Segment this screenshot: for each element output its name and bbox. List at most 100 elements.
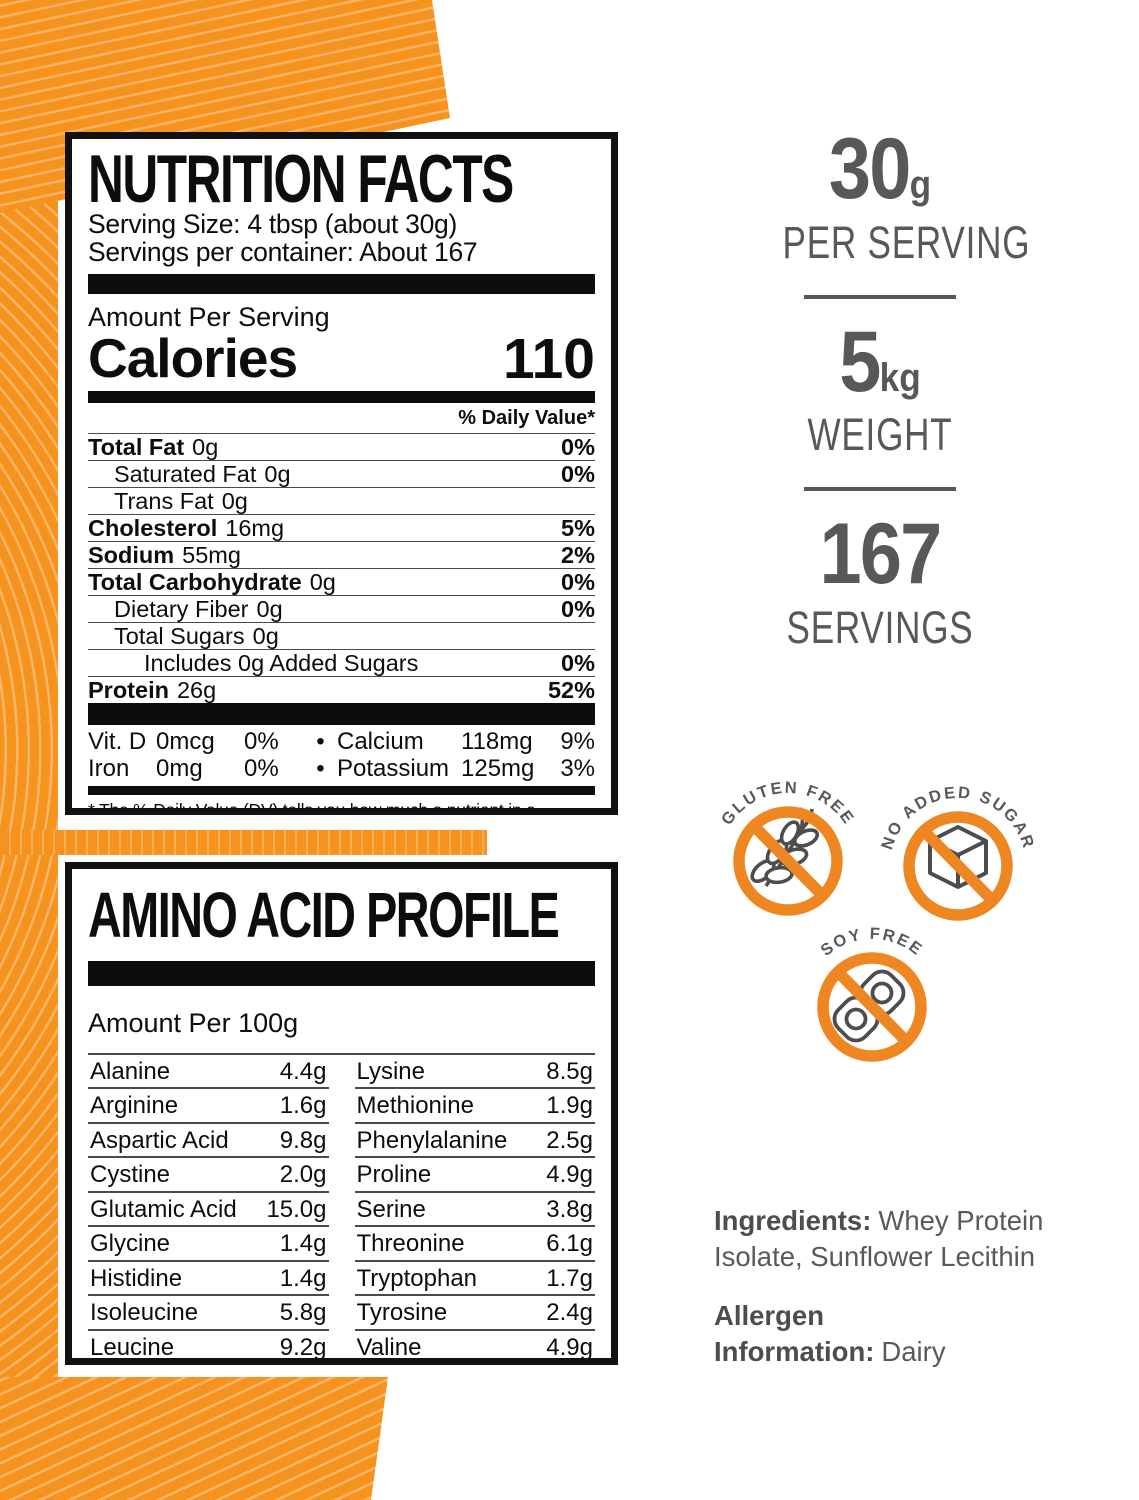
servings-per-container-label: Servings per container: — [88, 237, 354, 268]
nutrient-row: Includes 0g Added Sugars 0% — [88, 649, 595, 676]
allergen-label: Allergen Information: — [714, 1299, 875, 1367]
nutrient-row: Total Sugars 0g — [88, 622, 595, 649]
nutrient-dv: 0% — [561, 461, 595, 488]
micro-amount: 0mg — [156, 755, 203, 783]
amino-value: 1.4g — [279, 1230, 327, 1258]
micro-name: Calcium — [337, 728, 424, 756]
amino-name: Histidine — [90, 1264, 183, 1292]
micro-dv: 0% — [244, 755, 279, 783]
prohibited-slash — [829, 963, 915, 1050]
stat-label: WEIGHT — [807, 409, 953, 461]
stat-number: 167 — [819, 506, 943, 603]
amino-value: 3.8g — [546, 1195, 593, 1223]
amino-name: Glycine — [90, 1230, 171, 1258]
amino-name: Threonine — [356, 1230, 465, 1258]
nutrition-facts-panel: NUTRITION FACTS Serving Size: 4 tbsp (ab… — [65, 132, 618, 815]
nutrient-amount: 16mg — [225, 515, 285, 542]
amino-row: Tyrosine 2.4g — [354, 1296, 595, 1331]
amino-name: Serine — [356, 1195, 426, 1223]
amino-value: 1.9g — [546, 1092, 593, 1120]
orange-middle-band — [0, 830, 487, 855]
nutrient-dv: 0% — [561, 569, 595, 596]
calories-label: Calories — [88, 327, 298, 390]
amino-value: 15.0g — [266, 1195, 327, 1223]
soy-free-badge: SOY FREE — [817, 925, 927, 1062]
stat-label: PER SERVING — [782, 216, 1031, 268]
nutrient-dv: 0% — [561, 434, 595, 461]
amino-value: 2.0g — [279, 1161, 327, 1189]
amino-row: Serine 3.8g — [354, 1193, 595, 1228]
divider-bar — [88, 960, 595, 986]
nutrient-row: Dietary Fiber 0g 0% — [88, 595, 595, 622]
stat-divider — [804, 294, 956, 299]
daily-value-note: % Daily Value* — [458, 407, 595, 430]
amino-row: Aspartic Acid 9.8g — [88, 1124, 329, 1159]
ingredients-block: Ingredients: Whey Protein Isolate, Sunflo… — [714, 1203, 1059, 1392]
amino-row: Threonine 6.1g — [354, 1227, 595, 1262]
serving-size-label: Serving Size: — [88, 208, 241, 239]
ingredients-label: Ingredients: — [714, 1205, 872, 1236]
amino-name: Valine — [356, 1333, 422, 1361]
stat-per-serving: 30g PER SERVING — [755, 126, 1031, 268]
ingredients-value: Whey Protein Isolate, Sunflower Lecithin — [714, 1205, 1044, 1273]
amino-row: Histidine 1.4g — [88, 1262, 329, 1297]
amino-acid-panel: AMINO ACID PROFILE Amount Per 100g Alani… — [65, 862, 618, 1365]
amino-row: Methionine 1.9g — [354, 1089, 595, 1124]
amino-value: 2.5g — [546, 1126, 593, 1154]
nutrient-amount: 0g — [252, 623, 279, 650]
stat-weight: 5kg WEIGHT — [755, 319, 1005, 461]
amino-name: Methionine — [356, 1092, 474, 1120]
micronutrients: Vit. D 0mcg 0% • Calcium 118mg 9% Iron 0… — [88, 725, 595, 784]
amino-row: Arginine 1.6g — [88, 1089, 329, 1124]
nutrient-amount: 0g — [256, 596, 283, 623]
amino-value: 9.8g — [279, 1126, 327, 1154]
amino-value: 4.9g — [546, 1333, 593, 1361]
amino-row: Lysine 8.5g — [354, 1055, 595, 1090]
divider-bar — [88, 703, 595, 726]
allergen-line: Allergen Information: Dairy — [714, 1298, 1059, 1371]
prohibited-slash — [915, 822, 1001, 909]
amount-per-100g-label: Amount Per 100g — [88, 1007, 299, 1038]
nutrient-name: Trans Fat — [114, 488, 214, 515]
amino-column-left: Alanine 4.4g Arginine 1.6g Aspartic Acid 9.… — [88, 1055, 329, 1361]
badge-arc-text: GLUTEN FREE — [718, 779, 858, 829]
ingredients-line: Ingredients: Whey Protein Isolate, Sunflo… — [714, 1203, 1059, 1276]
nutrient-row: Total Fat 0g 0% — [88, 433, 595, 460]
stat-unit: kg — [879, 355, 921, 400]
serving-size-value: 4 tbsp (about 30g) — [247, 208, 458, 239]
amino-acid-table: Alanine 4.4g Arginine 1.6g Aspartic Acid 9.… — [88, 1055, 595, 1361]
micro-name: Iron — [88, 755, 130, 783]
amino-name: Proline — [356, 1161, 432, 1189]
amino-name: Glutamic Acid — [90, 1195, 237, 1223]
divider-bar — [88, 786, 595, 796]
nutrient-name: Cholesterol — [88, 515, 218, 542]
amino-name: Tyrosine — [356, 1299, 448, 1327]
nutrient-name: Includes 0g Added Sugars — [144, 650, 419, 677]
stat-number: 5 — [839, 313, 881, 410]
amino-row: Proline 4.9g — [354, 1158, 595, 1193]
amino-name: Cystine — [90, 1161, 171, 1189]
gluten-free-badge: GLUTEN FREE — [718, 779, 858, 916]
calories-row: Calories 110 — [88, 327, 595, 390]
amino-name: Leucine — [90, 1333, 175, 1361]
amino-row: Phenylalanine 2.5g — [354, 1124, 595, 1159]
nutrient-name: Protein — [88, 677, 169, 704]
amino-value: 2.4g — [546, 1299, 593, 1327]
nutrient-name: Total Fat — [88, 434, 185, 461]
amino-value: 4.9g — [546, 1161, 593, 1189]
micro-name: Vit. D — [88, 728, 147, 756]
nutrient-amount: 0g — [264, 461, 291, 488]
prohibited-ring — [733, 806, 843, 916]
nutrition-facts-title: NUTRITION FACTS — [88, 141, 514, 217]
orange-bottom-shape — [0, 1377, 388, 1500]
nutrient-name: Saturated Fat — [114, 461, 257, 488]
amino-value: 1.6g — [279, 1092, 327, 1120]
prohibited-slash — [745, 817, 831, 904]
micro-dv: 3% — [560, 755, 595, 783]
nutrient-amount: 55mg — [182, 542, 241, 569]
nutrient-amount: 0g — [192, 434, 219, 461]
servings-per-container-value: About 167 — [359, 237, 478, 268]
amino-value: 8.5g — [546, 1057, 593, 1085]
amino-name: Arginine — [90, 1092, 179, 1120]
amino-value: 4.4g — [279, 1057, 327, 1085]
